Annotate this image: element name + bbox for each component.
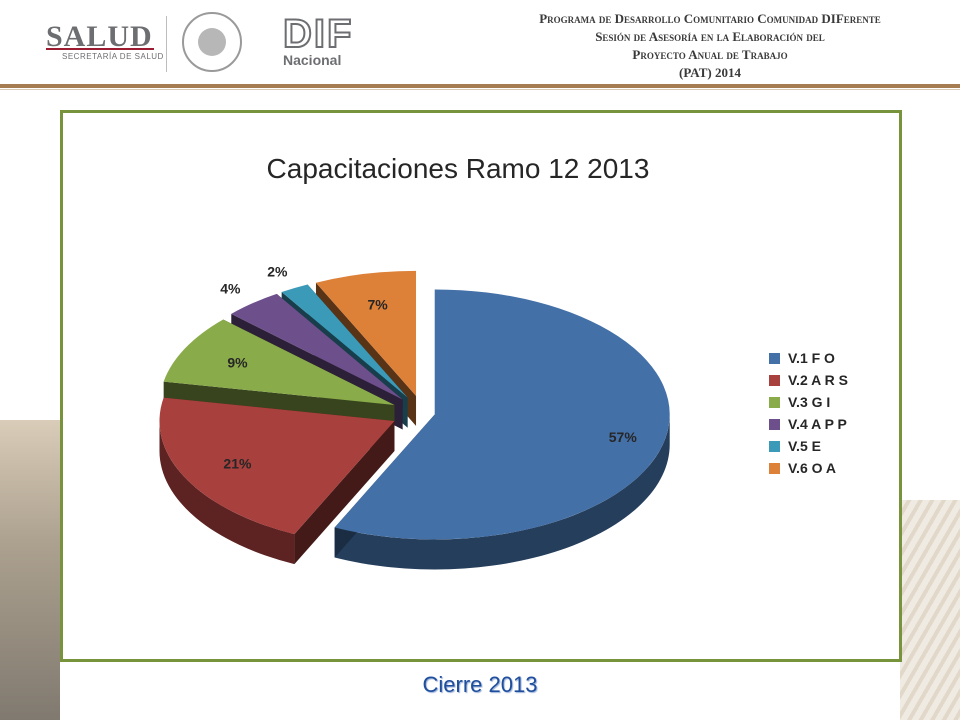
data-label: 21% — [223, 456, 252, 472]
pie-slice-side — [334, 414, 670, 570]
legend-item: V.3 G I — [769, 391, 848, 413]
legend-label: V.4 A P P — [788, 416, 847, 432]
chart-frame: Capacitaciones Ramo 12 2013 57% 21% 9% 4% 2%… — [60, 110, 902, 662]
legend-label: V.5 E — [788, 438, 821, 454]
salud-logo-subtitle: SECRETARÍA DE SALUD — [62, 52, 164, 61]
pie-slice-top — [281, 284, 408, 398]
legend-item: V.1 F O — [769, 347, 848, 369]
pie-slice-top — [163, 319, 395, 406]
chart-legend: V.1 F O V.2 A R S V.3 G I V.4 A P P V.5 … — [769, 347, 848, 479]
legend-swatch — [769, 396, 780, 408]
legend-item: V.2 A R S — [769, 369, 848, 391]
dif-logo: DIF — [282, 11, 354, 57]
pie-slice — [334, 289, 670, 570]
legend-swatch — [769, 462, 780, 474]
legend-item: V.5 E — [769, 435, 848, 457]
background-photo — [0, 420, 60, 720]
data-label: 2% — [267, 264, 288, 280]
national-seal-icon — [182, 12, 242, 72]
pie-slice — [159, 397, 395, 565]
program-title-line: Programa de Desarrollo Comunitario Comun… — [539, 11, 881, 26]
pie-slice-top — [159, 397, 395, 535]
pie-chart: 57% 21% 9% 4% 2% 7% — [159, 264, 670, 570]
legend-item: V.4 A P P — [769, 413, 848, 435]
legend-swatch — [769, 352, 780, 364]
legend-label: V.3 G I — [788, 394, 831, 410]
program-title-line: Proyecto Anual de Trabajo — [632, 47, 788, 62]
salud-logo-bar — [46, 48, 154, 50]
legend-swatch — [769, 440, 780, 452]
legend-label: V.2 A R S — [788, 372, 848, 388]
legend-swatch — [769, 418, 780, 430]
header-rule-thin — [0, 89, 960, 90]
legend-label: V.6 O A — [788, 460, 836, 476]
pie-slice-top — [231, 293, 403, 400]
program-title-line: (PAT) 2014 — [679, 65, 741, 80]
slide-header: SALUD SECRETARÍA DE SALUD DIF Nacional P… — [0, 0, 960, 84]
dif-logo-nacional: Nacional — [283, 52, 342, 68]
legend-item: V.6 O A — [769, 457, 848, 479]
legend-swatch — [769, 374, 780, 386]
chart-title: Capacitaciones Ramo 12 2013 — [266, 153, 650, 184]
program-title: Programa de Desarrollo Comunitario Comun… — [500, 10, 920, 82]
pie-slice-side — [159, 420, 295, 565]
pie-slice-top — [315, 270, 417, 396]
legend-label: V.1 F O — [788, 350, 835, 366]
data-label: 4% — [220, 281, 241, 297]
program-title-line: Sesión de Asesoría en la Elaboración del — [595, 29, 825, 44]
data-label: 57% — [609, 429, 638, 445]
background-pattern — [900, 500, 960, 720]
salud-logo: SALUD — [46, 20, 153, 53]
data-label: 9% — [227, 354, 248, 370]
pie-slice-edge — [294, 420, 395, 565]
data-label: 7% — [367, 296, 388, 312]
pie-slice-top — [334, 289, 670, 540]
header-rule — [0, 84, 960, 88]
slide-caption: Cierre 2013 — [422, 672, 538, 697]
logo-divider — [166, 16, 167, 72]
